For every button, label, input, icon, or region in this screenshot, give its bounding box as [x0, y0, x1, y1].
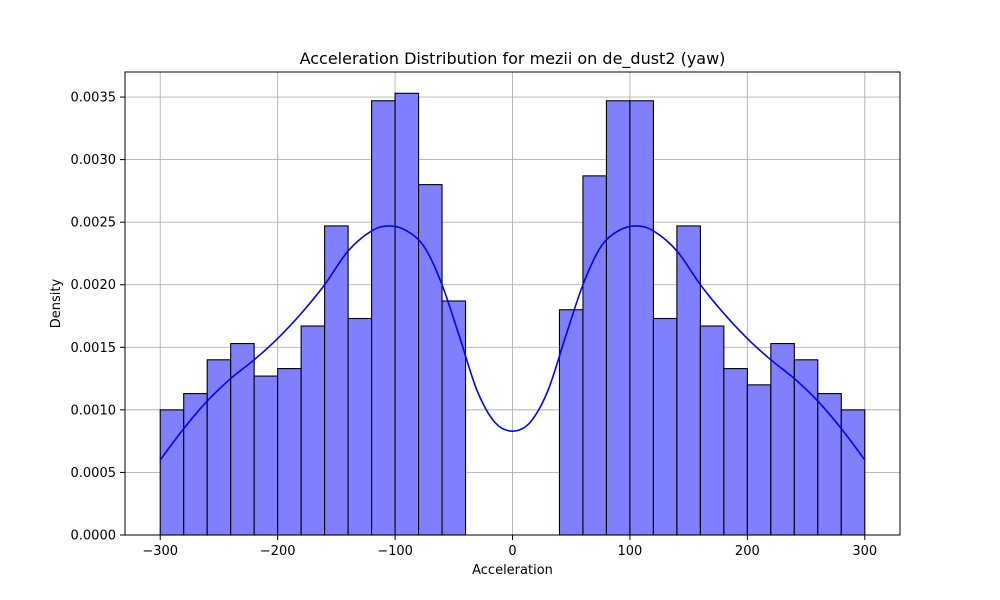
kde-curve	[159, 225, 866, 461]
x-axis-label: Acceleration	[472, 563, 553, 578]
y-axis-ticks: 0.0000 0.0005 0.0010 0.0015 0.0020 0.0025 0.00…	[71, 91, 125, 544]
histogram-bar	[277, 368, 302, 536]
histogram-bar	[394, 92, 420, 536]
histogram-bar	[206, 359, 232, 536]
x-tick-label: −300	[142, 544, 178, 559]
histogram-bar	[652, 317, 678, 536]
x-tick-label: 300	[852, 544, 877, 559]
histogram-bar	[371, 100, 396, 536]
y-tick-label: 0.0010	[71, 403, 117, 418]
histogram-bar	[300, 325, 326, 536]
histogram-bars	[159, 92, 866, 536]
y-tick-label: 0.0005	[71, 466, 117, 481]
x-axis-ticks: −300 −200 −100 0 100 200 300	[142, 535, 877, 559]
histogram-bar	[605, 100, 631, 536]
histogram-bar	[746, 384, 772, 536]
histogram-bar	[699, 325, 725, 536]
y-tick-label: 0.0035	[71, 91, 117, 106]
y-tick-label: 0.0000	[71, 529, 117, 544]
histogram-bar	[230, 342, 255, 536]
histogram-bar	[253, 375, 279, 536]
x-tick-label: 0	[508, 544, 516, 559]
x-tick-label: 100	[618, 544, 643, 559]
histogram-bar	[159, 409, 185, 536]
histogram-bar	[324, 225, 349, 536]
y-tick-label: 0.0015	[71, 341, 117, 356]
histogram-bar	[418, 184, 443, 536]
histogram-bar	[629, 100, 654, 536]
y-tick-label: 0.0030	[71, 153, 117, 168]
y-tick-label: 0.0025	[71, 216, 117, 231]
chart-title: Acceleration Distribution for mezii on d…	[300, 49, 726, 69]
histogram-bar	[840, 409, 866, 536]
histogram-bar	[770, 342, 795, 536]
histogram-bar	[723, 368, 748, 536]
y-tick-label: 0.0020	[71, 278, 117, 293]
histogram-bar	[582, 175, 607, 536]
x-tick-label: 200	[735, 544, 760, 559]
x-tick-label: −200	[260, 544, 296, 559]
y-axis-label: Density	[49, 278, 64, 328]
x-tick-label: −100	[377, 544, 413, 559]
histogram-bar	[441, 300, 467, 536]
histogram-bar	[347, 317, 373, 536]
histogram-bar	[793, 359, 819, 536]
histogram-bar	[676, 225, 701, 536]
